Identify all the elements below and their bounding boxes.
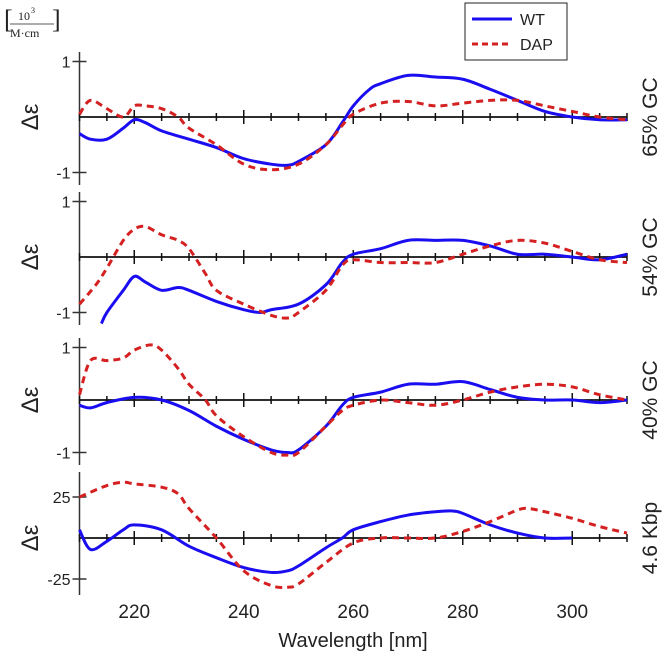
y-tick-label: -1	[56, 306, 70, 323]
x-tick-labels: 220 240 260 280 300	[118, 602, 588, 623]
x-axis-label: Wavelength [nm]	[278, 630, 427, 652]
y-tick-label: -25	[47, 572, 70, 589]
y-tick-label: 25	[53, 490, 71, 507]
x-tick-label: 220	[118, 602, 150, 623]
y-tick-label: -1	[56, 446, 70, 463]
series-wt-line	[79, 379, 628, 455]
y-axis-label: Δε	[17, 243, 44, 270]
x-tick-label: 240	[228, 602, 260, 623]
unit-numerator: 10	[18, 9, 30, 23]
panel-label: 54% GC	[639, 217, 662, 296]
legend-wt-label: WT	[520, 12, 545, 29]
panel-label: 4.6 Kbp	[639, 502, 662, 574]
panel-4: 25 -25 Δε 4.6 Kbp	[17, 472, 662, 595]
legend-dap-label: DAP	[520, 37, 553, 54]
series-wt-line	[100, 238, 628, 325]
x-tick-label: 280	[447, 602, 479, 623]
panel-3: 1 -1 Δε 40% GC	[17, 338, 662, 465]
unit-bracket-left: [	[4, 5, 13, 34]
series-dap-line	[78, 480, 628, 590]
series-wt-line	[78, 509, 573, 575]
y-axis-label: Δε	[17, 103, 44, 130]
y-tick-label: -1	[56, 166, 70, 183]
x-tick-label: 260	[337, 602, 369, 623]
unit-label: [ ] 10 3 M·cm	[4, 5, 61, 40]
unit-bracket-right: ]	[52, 5, 61, 34]
panel-1: 1 -1 Δε 65% GC	[17, 52, 662, 185]
series-dap-line	[78, 343, 628, 458]
unit-exponent: 3	[31, 6, 35, 15]
panel-label: 65% GC	[639, 77, 662, 156]
series-dap-line	[78, 98, 628, 172]
series-dap-line	[78, 224, 628, 320]
y-tick-label: 1	[62, 195, 71, 212]
panel-label: 40% GC	[639, 360, 662, 439]
legend: WT DAP	[464, 2, 568, 61]
panel-2: 1 -1 Δε 54% GC	[17, 192, 662, 325]
unit-denominator: M·cm	[10, 26, 40, 40]
y-tick-label: 1	[62, 341, 71, 358]
y-axis-label: Δε	[17, 386, 44, 413]
legend-box	[464, 2, 568, 61]
y-tick-label: 1	[62, 55, 71, 72]
x-tick-label: 300	[556, 602, 588, 623]
y-axis-label: Δε	[17, 524, 44, 551]
